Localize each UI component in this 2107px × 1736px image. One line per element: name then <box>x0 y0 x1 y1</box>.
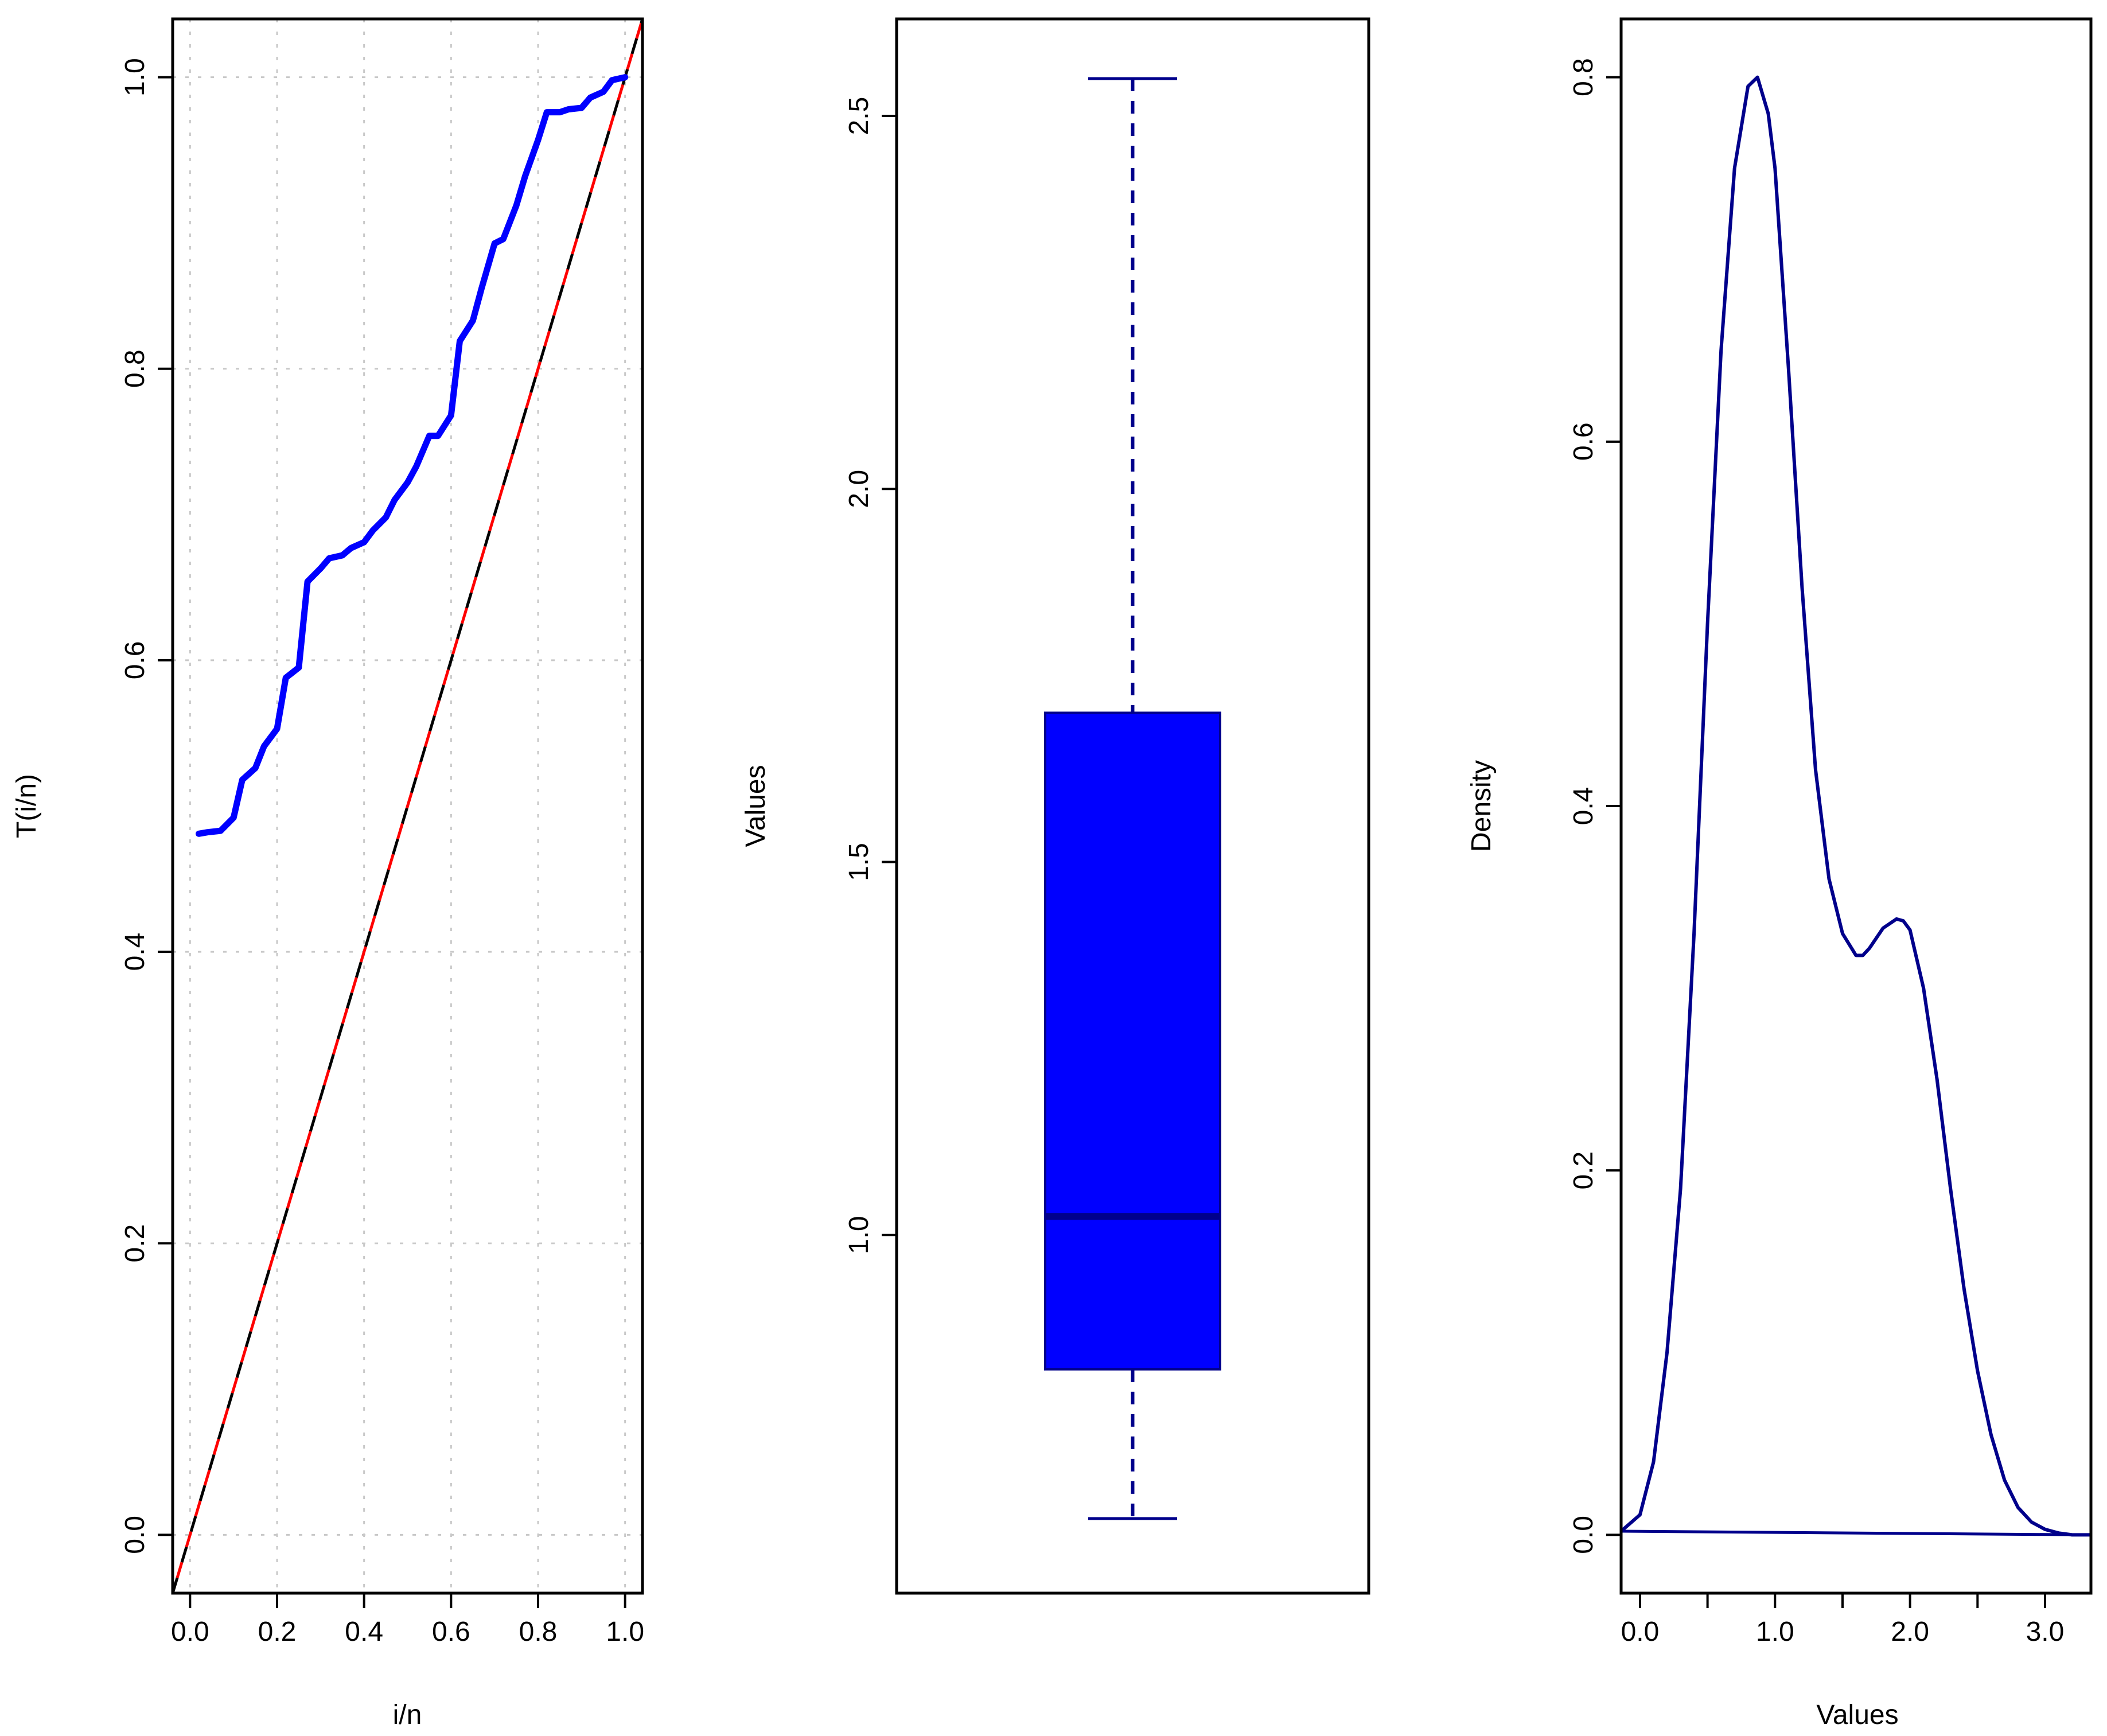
density-x-tick-label: 2.0 <box>1891 1617 1929 1647</box>
box-plot-frame <box>895 17 1370 1595</box>
box-y-tick-label: 1.0 <box>844 1216 874 1254</box>
density-y-axis-label: Density <box>1466 760 1497 852</box>
ttt-y-tick-label: 0.6 <box>120 641 150 680</box>
density-x-tick-label: 3.0 <box>2026 1617 2065 1647</box>
ttt-panel: 0.0 0.2 0.4 0.6 0.8 1.0 0.0 0.2 0.4 0.6 0.8 1.0 i/… <box>11 17 644 1730</box>
box-y-tick-label: 2.0 <box>844 470 874 508</box>
ttt-x-tick-label: 0.6 <box>432 1617 470 1647</box>
ttt-diagonal-line-red <box>171 18 644 1594</box>
density-baseline <box>1621 1529 2092 1536</box>
ttt-y-tick-label: 0.2 <box>120 1224 150 1263</box>
ttt-grid <box>173 19 642 1593</box>
density-y-tick-label: 0.0 <box>1568 1516 1599 1554</box>
density-y-tick-label: 0.4 <box>1568 787 1599 826</box>
boxplot <box>1044 77 1221 1520</box>
ttt-x-tick-label: 0.0 <box>171 1617 209 1647</box>
boxplot-panel: 1.0 1.5 2.0 2.5 Values <box>741 17 1370 1595</box>
density-x-tick-label: 0.0 <box>1621 1617 1660 1647</box>
ttt-x-tick-label: 0.4 <box>345 1617 383 1647</box>
density-panel: 0.0 1.0 2.0 3.0 0.0 0.2 0.4 0.6 0.8 Values Dens… <box>1466 17 2093 1730</box>
box-y-tick-label: 1.5 <box>844 843 874 881</box>
density-plot-frame <box>1619 17 2093 1595</box>
ttt-diagonal <box>171 18 644 1594</box>
ttt-y-tick-label: 0.8 <box>120 349 150 388</box>
box-y-axis: 1.0 1.5 2.0 2.5 <box>844 97 897 1254</box>
ttt-y-axis: 0.0 0.2 0.4 0.6 0.8 1.0 <box>120 58 173 1554</box>
density-curve <box>1620 75 2092 1537</box>
density-y-axis: 0.0 0.2 0.4 0.6 0.8 <box>1568 58 1621 1554</box>
box-y-axis-label: Values <box>741 765 771 847</box>
box-iqr <box>1044 711 1221 1371</box>
ttt-curve <box>196 74 629 837</box>
density-x-tick-label: 1.0 <box>1756 1617 1794 1647</box>
density-y-tick-label: 0.6 <box>1568 422 1599 461</box>
ttt-x-tick-label: 0.2 <box>258 1617 297 1647</box>
ttt-curve-line <box>196 74 629 837</box>
density-line <box>1620 75 2091 1537</box>
ttt-plot-frame <box>171 17 644 1595</box>
ttt-x-axis-label: i/n <box>393 1700 422 1730</box>
ttt-y-axis-label: T(i/n) <box>11 774 42 838</box>
density-x-axis: 0.0 1.0 2.0 3.0 <box>1621 1593 2065 1647</box>
ttt-y-tick-label: 1.0 <box>120 58 150 96</box>
ttt-x-tick-label: 1.0 <box>606 1617 644 1647</box>
density-x-axis-label: Values <box>1816 1700 1898 1730</box>
density-y-tick-label: 0.2 <box>1568 1151 1599 1190</box>
box-y-tick-label: 2.5 <box>844 97 874 135</box>
ttt-x-tick-label: 0.8 <box>519 1617 558 1647</box>
density-y-tick-label: 0.8 <box>1568 58 1599 96</box>
ttt-y-tick-label: 0.0 <box>120 1516 150 1554</box>
ttt-y-tick-label: 0.4 <box>120 933 150 971</box>
ttt-x-axis: 0.0 0.2 0.4 0.6 0.8 1.0 <box>171 1593 644 1647</box>
